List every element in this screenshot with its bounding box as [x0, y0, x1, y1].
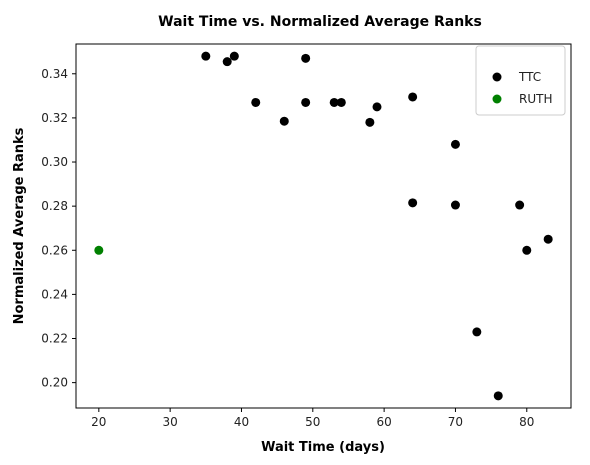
data-point-ttc	[336, 97, 346, 107]
data-point-ttc	[201, 51, 211, 61]
y-tick-label: 0.26	[41, 243, 68, 257]
y-tick-label: 0.24	[41, 287, 68, 301]
data-point-ttc	[365, 117, 375, 127]
legend-marker-ruth	[492, 94, 502, 104]
data-point-ruth	[94, 245, 104, 255]
data-point-ttc	[408, 198, 418, 208]
legend-label-ttc: TTC	[518, 70, 541, 84]
data-point-ttc	[251, 97, 261, 107]
x-tick-label: 40	[234, 415, 249, 429]
legend-label-ruth: RUTH	[519, 92, 552, 106]
y-axis-label: Normalized Average Ranks	[12, 127, 27, 324]
data-point-ttc	[472, 327, 482, 337]
x-tick-label: 20	[91, 415, 106, 429]
data-point-ttc	[279, 116, 289, 126]
plot-area	[75, 43, 572, 409]
x-tick-label: 30	[163, 415, 178, 429]
data-point-ttc	[408, 92, 418, 102]
legend-marker-ttc	[492, 72, 502, 82]
data-point-ttc	[222, 57, 232, 67]
y-tick-label: 0.22	[41, 332, 68, 346]
x-tick-label: 70	[448, 415, 463, 429]
data-point-ttc	[543, 234, 553, 244]
legend: TTC RUTH	[475, 45, 566, 116]
data-point-ttc	[301, 97, 311, 107]
data-point-ttc	[229, 51, 239, 61]
data-point-ttc	[522, 245, 532, 255]
data-point-ttc	[450, 139, 460, 149]
y-axis: 0.20 0.22 0.24 0.26 0.28 0.30 0.32 0.34	[41, 67, 76, 390]
y-tick-label: 0.28	[41, 199, 68, 213]
data-point-ttc	[450, 200, 460, 210]
data-point-ttc	[372, 102, 382, 112]
x-tick-label: 50	[305, 415, 320, 429]
y-tick-label: 0.20	[41, 376, 68, 390]
x-tick-label: 80	[519, 415, 534, 429]
chart-title: Wait Time vs. Normalized Average Ranks	[158, 14, 482, 30]
data-point-ttc	[329, 97, 339, 107]
x-axis: 20 30 40 50 60 70 80	[91, 408, 534, 429]
x-tick-label: 60	[376, 415, 391, 429]
y-tick-label: 0.34	[41, 67, 68, 81]
x-axis-label: Wait Time (days)	[261, 440, 385, 455]
y-tick-label: 0.30	[41, 155, 68, 169]
data-point-ttc	[301, 53, 311, 63]
data-point-ttc	[515, 200, 525, 210]
y-tick-label: 0.32	[41, 111, 68, 125]
data-points	[94, 51, 553, 401]
data-point-ttc	[493, 391, 503, 401]
